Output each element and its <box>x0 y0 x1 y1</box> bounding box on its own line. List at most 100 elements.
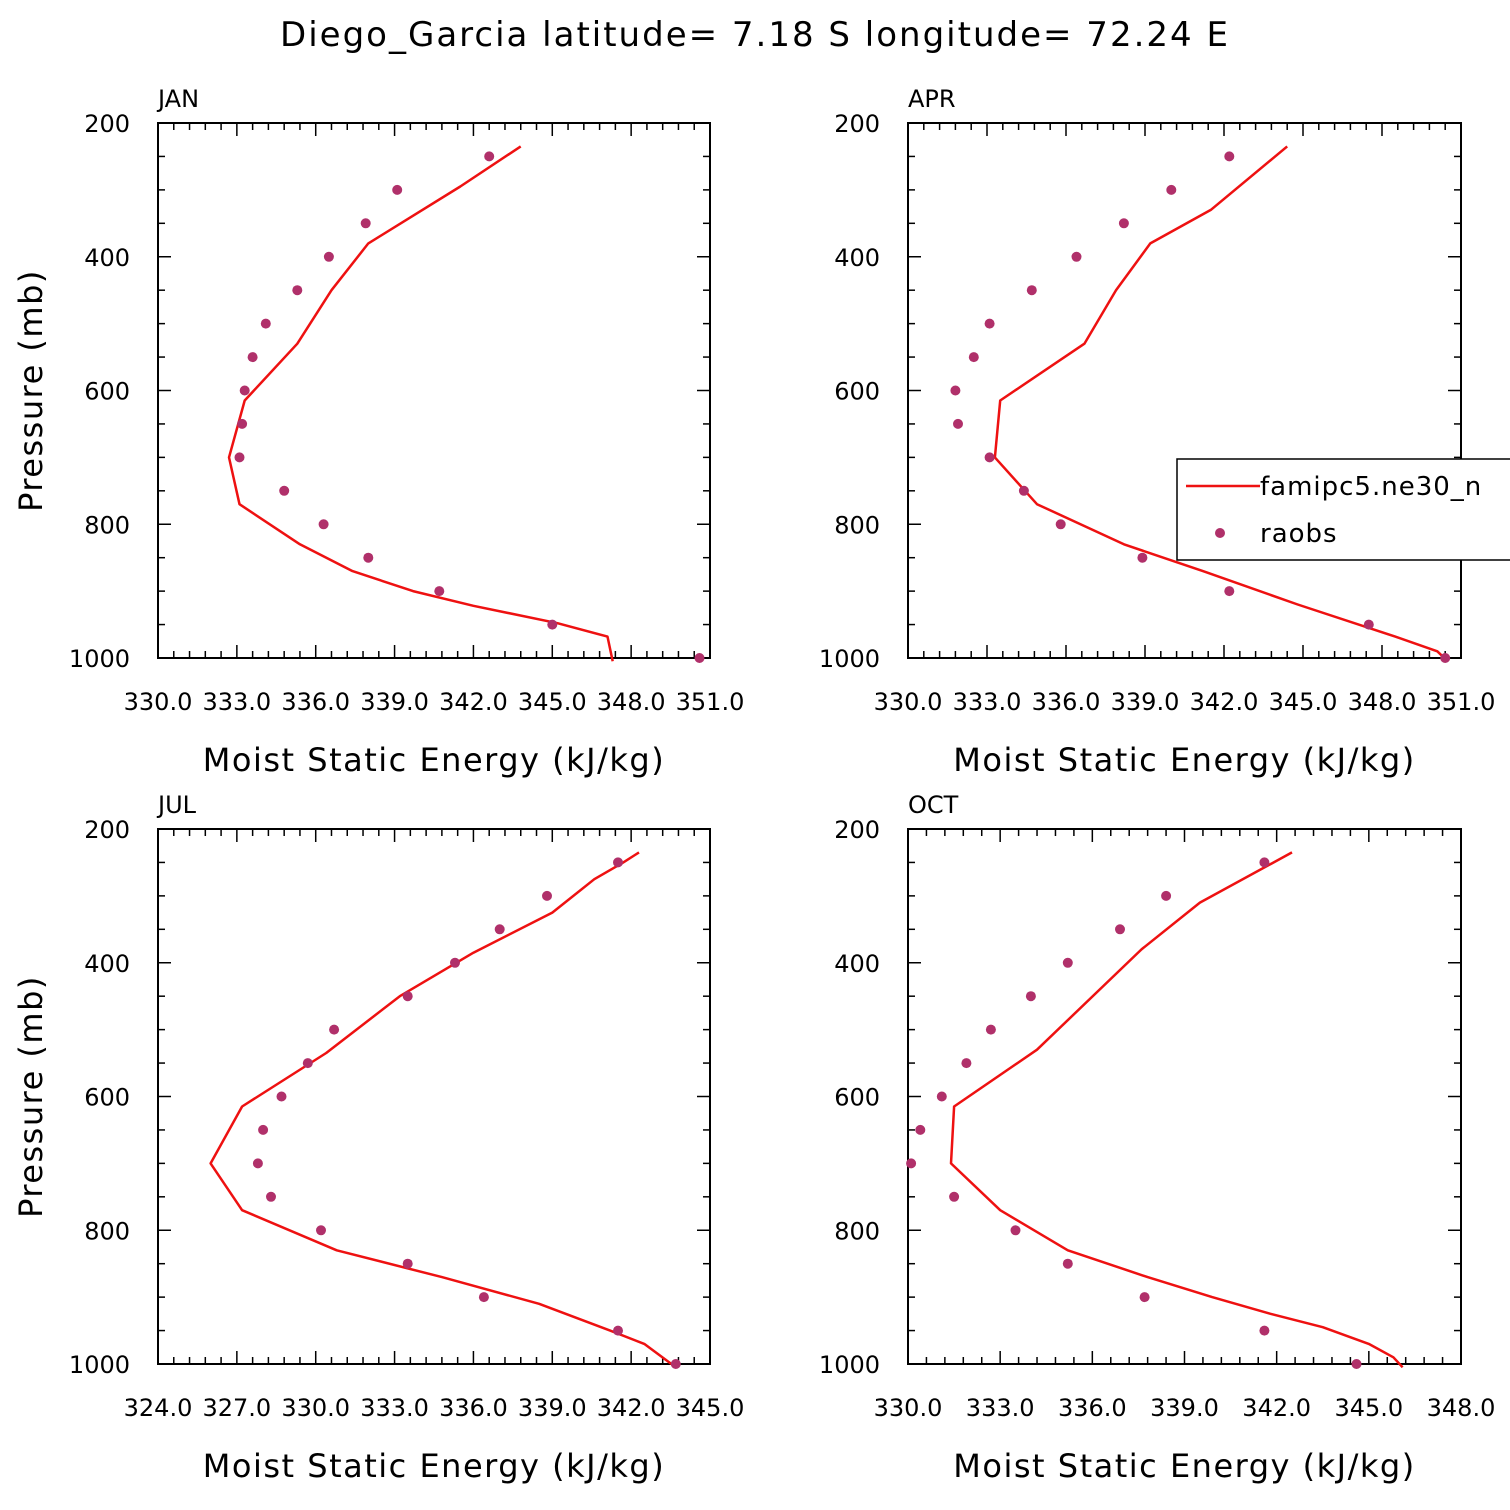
panel-jul: JUL 324.0 327.0 330.0 333.0 336.0 339.0 342.0 34… <box>12 791 744 1485</box>
jul-raobs-point <box>402 991 413 1002</box>
oct-raobs-point <box>936 1091 947 1102</box>
jul-raobs-point <box>494 924 505 935</box>
apr-y-tick-label: 800 <box>834 511 880 539</box>
oct-raobs-point <box>1115 924 1125 935</box>
jul-raobs-point <box>402 1258 413 1269</box>
jan-x-tick-label: 339.0 <box>360 688 429 716</box>
jul-x-tick-label: 333.0 <box>360 1394 429 1422</box>
jan-x-tick-label: 333.0 <box>202 688 271 716</box>
oct-y-tick-label: 800 <box>834 1217 880 1245</box>
oct-panel-label: OCT <box>908 791 959 819</box>
oct-raobs-point <box>1010 1225 1021 1236</box>
apr-raobs-point <box>1224 586 1235 597</box>
apr-x-tick-label: 330.0 <box>874 688 943 716</box>
jul-raobs-point <box>266 1191 276 1202</box>
apr-raobs-point <box>1166 184 1177 195</box>
jul-y-tick-label: 1000 <box>69 1351 130 1379</box>
jul-y-tick-label: 200 <box>84 816 130 844</box>
apr-raobs-point <box>953 418 963 429</box>
oct-raobs-point <box>915 1124 926 1135</box>
jul-x-tick-label: 339.0 <box>518 1394 587 1422</box>
apr-x-tick-label: 336.0 <box>1032 688 1101 716</box>
oct-raobs-point <box>949 1191 960 1202</box>
oct-y-tick-label: 200 <box>834 816 880 844</box>
jul-x-tick-label: 336.0 <box>439 1394 508 1422</box>
apr-x-tick-label: 333.0 <box>953 688 1022 716</box>
jul-raobs-point <box>258 1124 269 1135</box>
jan-x-tick-label: 336.0 <box>281 688 350 716</box>
jan-raobs-point <box>279 485 290 496</box>
jul-raobs-point <box>542 890 552 901</box>
apr-raobs-point <box>1018 485 1029 496</box>
apr-plot-frame <box>907 122 1462 659</box>
oct-x-tick-label: 333.0 <box>966 1394 1035 1422</box>
jul-x-axis-title: Moist Static Energy (kJ/kg) <box>203 1447 665 1485</box>
apr-x-tick-label: 339.0 <box>1111 688 1180 716</box>
jan-raobs-point <box>239 385 250 396</box>
apr-x-tick-label: 342.0 <box>1190 688 1259 716</box>
jan-raobs-point <box>234 452 245 463</box>
legend-obs-label: raobs <box>1260 519 1338 549</box>
jan-y-tick-label: 200 <box>84 110 130 138</box>
apr-y-tick-label: 400 <box>834 244 880 272</box>
oct-x-axis-title: Moist Static Energy (kJ/kg) <box>953 1447 1415 1485</box>
jan-panel-label: JAN <box>156 85 199 113</box>
apr-raobs-point <box>1026 285 1037 296</box>
oct-raobs-point <box>1161 890 1172 901</box>
jan-raobs-point <box>318 519 329 530</box>
apr-raobs-point <box>950 385 961 396</box>
jul-x-tick-label: 330.0 <box>281 1394 350 1422</box>
jan-raobs-point <box>247 352 258 363</box>
legend-model-label: famipc5.ne30_n <box>1260 472 1482 502</box>
oct-x-tick-label: 342.0 <box>1242 1394 1311 1422</box>
jan-x-axis-title: Moist Static Energy (kJ/kg) <box>203 741 665 779</box>
apr-raobs-point <box>1224 151 1235 162</box>
oct-raobs-point <box>961 1058 972 1069</box>
legend: famipc5.ne30_n raobs <box>1176 458 1510 561</box>
apr-raobs-point <box>984 452 995 463</box>
jul-raobs-point <box>316 1225 326 1236</box>
jul-y-tick-label: 400 <box>84 950 130 978</box>
apr-raobs-point <box>1137 552 1148 563</box>
oct-raobs-point <box>1139 1292 1150 1303</box>
jan-raobs-point <box>392 184 403 195</box>
jul-x-tick-label: 345.0 <box>676 1394 745 1422</box>
jan-x-tick-label: 342.0 <box>439 688 508 716</box>
oct-x-tick-label: 348.0 <box>1427 1394 1496 1422</box>
jan-y-tick-label: 800 <box>84 511 130 539</box>
oct-raobs-point <box>1025 991 1036 1002</box>
apr-y-tick-label: 1000 <box>819 645 880 673</box>
apr-x-axis-title: Moist Static Energy (kJ/kg) <box>953 741 1415 779</box>
jan-raobs-point <box>237 418 248 429</box>
apr-raobs-point <box>1055 519 1066 530</box>
jan-raobs-point <box>260 318 271 329</box>
jan-y-axis-title: Pressure (mb) <box>12 269 50 512</box>
jan-raobs-point <box>323 251 334 262</box>
jan-raobs-point <box>363 552 374 563</box>
apr-x-tick-label: 345.0 <box>1269 688 1338 716</box>
oct-x-tick-label: 330.0 <box>874 1394 943 1422</box>
jul-x-tick-label: 324.0 <box>124 1394 193 1422</box>
jan-y-tick-label: 400 <box>84 244 130 272</box>
panel-apr: APR 330.0 333.0 336.0 339.0 342.0 345.0 348.0 35… <box>819 85 1495 779</box>
oct-y-tick-label: 400 <box>834 950 880 978</box>
jan-x-tick-label: 348.0 <box>597 688 666 716</box>
jan-y-tick-label: 1000 <box>69 645 130 673</box>
apr-x-tick-label: 351.0 <box>1427 688 1496 716</box>
apr-raobs-point <box>1363 619 1374 630</box>
oct-raobs-point <box>906 1158 917 1169</box>
jul-raobs-point <box>613 857 623 868</box>
apr-y-tick-label: 200 <box>834 110 880 138</box>
panel-oct: OCT 330.0 333.0 336.0 339.0 342.0 345.0 348.0 20… <box>819 791 1495 1485</box>
jan-model-line <box>227 145 614 662</box>
oct-y-tick-label: 600 <box>834 1084 880 1112</box>
jul-panel-label: JUL <box>156 791 197 819</box>
apr-raobs-point <box>1071 251 1082 262</box>
jul-raobs-point <box>329 1024 340 1035</box>
jan-x-tick-label: 351.0 <box>676 688 745 716</box>
oct-x-tick-label: 345.0 <box>1334 1394 1403 1422</box>
jul-y-tick-label: 800 <box>84 1217 130 1245</box>
apr-model-line <box>993 145 1449 663</box>
jul-raobs-point <box>276 1091 287 1102</box>
apr-raobs-point <box>984 318 995 329</box>
